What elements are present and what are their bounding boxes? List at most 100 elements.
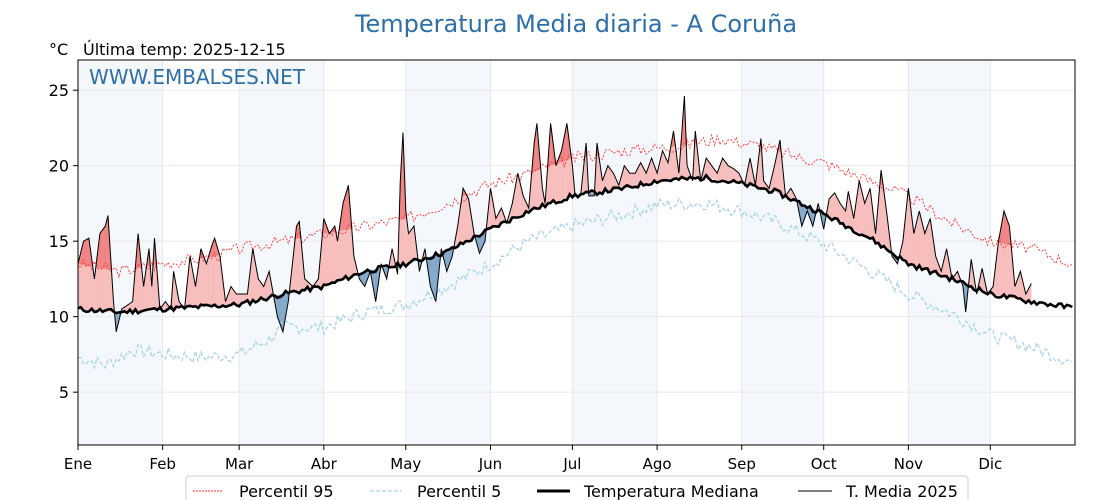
fill-above-median (834, 192, 837, 221)
x-tick-label: Ago (643, 455, 672, 473)
fill-above-median (919, 210, 921, 269)
fill-above-median (921, 222, 924, 270)
fill-above-median (927, 222, 930, 272)
legend-p95-label: Percentil 95 (239, 482, 334, 500)
fill-above-median (557, 158, 559, 202)
fill-above-median (208, 250, 211, 307)
y-tick-label: 5 (59, 383, 69, 402)
fill-above-p95 (105, 220, 107, 270)
fill-above-p95 (106, 215, 109, 270)
fill-above-p95 (87, 237, 90, 267)
fill-below-median (431, 255, 434, 295)
chart-title: Temperatura Media diaria - A Coruña (354, 10, 797, 38)
legend-p5-label: Percentil 5 (417, 482, 501, 500)
fill-above-median (633, 173, 636, 187)
fill-above-median (330, 229, 333, 285)
fill-above-median (859, 180, 861, 234)
fill-above-median (411, 227, 413, 263)
fill-above-p95 (345, 189, 348, 230)
month-band (572, 60, 658, 445)
fill-below-median (434, 254, 437, 302)
fill-above-median (868, 188, 871, 239)
fill-above-median (860, 186, 863, 235)
fill-above-median (462, 188, 465, 244)
y-tick-label: 20 (49, 157, 69, 176)
fill-above-p95 (103, 225, 106, 270)
fill-above-median (409, 229, 412, 263)
fill-above-median (555, 161, 558, 202)
fill-above-median (726, 163, 729, 182)
fill-above-median (412, 225, 415, 263)
fill-above-median (924, 229, 927, 271)
percentile-5-line (77, 197, 1073, 370)
fill-above-median (925, 226, 928, 271)
fill-above-p95 (85, 238, 88, 266)
fill-above-median (867, 192, 869, 238)
fill-above-median (916, 216, 919, 268)
fill-above-median (203, 256, 206, 307)
last-temp-label: Última temp: 2025-12-15 (83, 40, 286, 59)
fill-above-median (327, 229, 330, 286)
fill-above-median (230, 285, 233, 306)
fill-above-p95 (346, 185, 349, 230)
fill-above-median (204, 259, 207, 307)
fill-above-median (630, 173, 633, 188)
x-tick-label: Oct (811, 455, 837, 473)
fill-above-median (843, 208, 846, 226)
x-tick-label: Feb (149, 455, 176, 473)
unit-label: °C (49, 40, 68, 59)
fill-above-median (629, 173, 632, 188)
fill-above-median (723, 159, 726, 182)
x-tick-label: Abr (311, 455, 338, 473)
watermark: WWW.EMBALSES.NET (89, 65, 306, 89)
fill-above-p95 (102, 227, 105, 269)
fill-above-median (729, 166, 732, 183)
x-tick-label: Nov (894, 455, 923, 473)
x-tick-label: Ene (64, 455, 92, 473)
fill-below-median (281, 293, 284, 332)
fill-above-median (831, 193, 834, 220)
fill-below-median (432, 255, 435, 298)
fill-above-median (236, 293, 238, 305)
y-tick-label: 15 (49, 232, 69, 251)
fill-above-p95 (1003, 210, 1006, 245)
fill-above-p95 (99, 231, 102, 269)
fill-above-median (206, 259, 208, 307)
fill-above-median (464, 190, 467, 243)
fill-above-median (333, 225, 335, 284)
y-tick-label: 10 (49, 308, 69, 327)
fill-above-median (864, 199, 867, 237)
legend-median-label: Temperatura Mediana (583, 482, 759, 500)
fill-above-median (917, 210, 920, 268)
fill-above-p95 (83, 240, 86, 266)
x-tick-label: Jun (478, 455, 502, 473)
fill-above-median (830, 195, 833, 219)
x-tick-label: May (390, 455, 421, 473)
x-tick-label: Dic (978, 455, 1002, 473)
x-tick-label: Jul (562, 455, 581, 473)
fill-above-median (841, 204, 844, 225)
fill-above-p95 (101, 229, 103, 269)
fill-above-median (833, 192, 835, 221)
temperature-2025-line (77, 96, 1032, 334)
percentile-95-line (77, 133, 1073, 279)
fill-above-median (920, 216, 923, 269)
fill-above-median (725, 161, 727, 182)
fill-above-median (928, 218, 931, 272)
plot-frame (77, 59, 1076, 446)
fill-above-median (865, 195, 868, 238)
fill-above-median (727, 165, 730, 182)
fill-above-median (331, 227, 334, 284)
fill-above-median (408, 231, 411, 264)
fill-above-median (609, 166, 611, 191)
fill-above-median (662, 150, 665, 181)
x-tick-label: Sep (728, 455, 756, 473)
fill-above-median (237, 293, 240, 305)
fill-above-median (722, 157, 725, 182)
y-tick-label: 25 (49, 81, 69, 100)
legend-t2025-label: T. Media 2025 (845, 482, 958, 500)
fill-above-median (610, 168, 613, 191)
fill-above-median (839, 202, 842, 224)
month-band (741, 60, 824, 445)
